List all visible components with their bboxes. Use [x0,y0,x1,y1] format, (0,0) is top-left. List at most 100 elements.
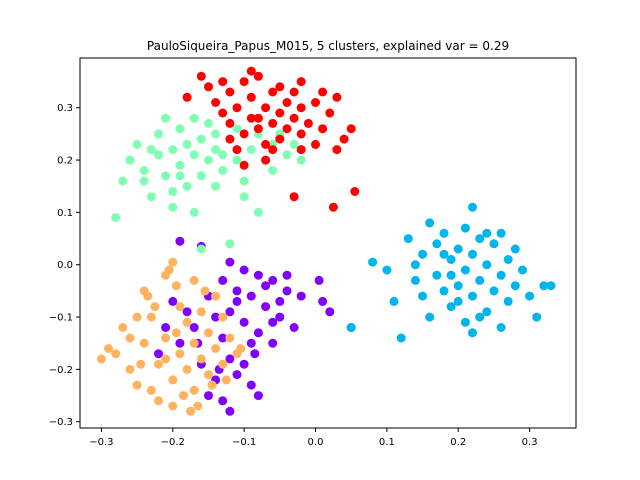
data-point [189,385,199,395]
data-point [154,150,163,160]
x-tick-label: 0.2 [450,437,466,448]
data-point [125,333,135,343]
data-point [425,312,435,322]
data-point [253,391,263,401]
data-point [350,187,360,196]
data-point [410,260,420,270]
series-2 [96,257,246,416]
data-point [546,281,556,291]
data-point [482,260,492,270]
data-point [196,171,206,181]
data-point [239,359,249,369]
data-point [139,338,149,348]
data-point [154,396,163,406]
data-point [211,291,221,301]
data-point [154,349,163,359]
data-point [261,139,271,149]
data-point [193,401,203,411]
data-point [268,87,278,97]
data-point [168,187,178,196]
data-point [196,307,206,317]
data-point [225,333,235,343]
data-point [104,344,113,353]
data-point [510,244,520,254]
data-point [175,124,185,134]
data-point [171,281,181,291]
data-point [232,155,242,165]
data-point [175,160,185,170]
data-point [186,406,196,416]
data-point [250,349,260,359]
data-point [282,286,292,296]
data-point [168,296,178,306]
data-point [296,145,306,155]
data-point [204,328,213,338]
data-point [96,354,106,364]
data-point [182,92,192,102]
data-point [225,354,235,364]
data-point [268,166,278,175]
data-point [403,234,413,244]
data-point [439,286,449,296]
data-point [204,391,213,401]
data-point [139,176,149,186]
data-point [418,291,428,301]
data-point [146,145,156,155]
data-point [218,275,228,285]
data-point [161,323,171,332]
data-point [261,281,271,291]
y-axis: −0.3 −0.2 −0.1 0.0 0.1 0.2 0.3 [49,103,80,428]
data-point [111,213,121,223]
data-point [261,302,271,312]
data-point [225,87,235,97]
data-point [439,249,449,259]
data-point [218,333,228,343]
data-point [204,118,213,128]
data-point [168,145,178,155]
data-point [475,312,485,322]
data-point [339,134,349,144]
data-point [196,71,206,81]
data-point [189,323,199,332]
data-point [468,202,477,212]
data-point [328,202,338,212]
data-point [239,129,249,139]
y-tick-label: −0.3 [49,417,73,428]
data-point [289,139,299,149]
data-point [182,364,192,374]
data-point [439,228,449,238]
data-point [332,145,342,155]
data-point [232,286,242,296]
data-point [204,155,213,165]
data-point [168,375,178,385]
data-point [275,82,285,92]
data-point [253,270,263,280]
x-tick-label: −0.1 [232,437,256,448]
data-point [275,134,285,144]
data-point [289,192,299,202]
data-point [239,317,249,327]
data-point [253,71,263,81]
data-point [225,307,235,317]
series-1 [154,236,356,416]
x-tick-label: 0.1 [379,437,395,448]
data-point [289,87,299,97]
data-point [211,98,221,107]
data-point [232,103,242,113]
data-point [496,323,506,332]
data-point [318,87,328,97]
data-point [296,129,306,139]
data-point [268,145,278,155]
data-point [453,281,463,291]
data-point [246,380,256,390]
data-point [532,312,542,322]
data-point [246,291,256,301]
data-point [246,145,256,155]
data-point [460,223,470,233]
data-point [143,291,153,301]
data-point [225,239,235,249]
data-point [410,275,420,285]
data-point [111,349,121,359]
plot-frame [79,57,577,429]
